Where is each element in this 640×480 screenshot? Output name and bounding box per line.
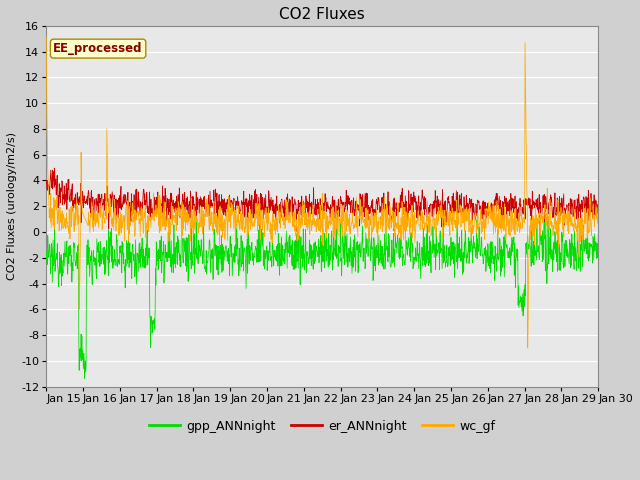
Title: CO2 Fluxes: CO2 Fluxes — [280, 7, 365, 22]
Legend: gpp_ANNnight, er_ANNnight, wc_gf: gpp_ANNnight, er_ANNnight, wc_gf — [144, 415, 500, 438]
Y-axis label: CO2 Fluxes (urology/m2/s): CO2 Fluxes (urology/m2/s) — [7, 132, 17, 280]
Text: EE_processed: EE_processed — [53, 42, 143, 55]
